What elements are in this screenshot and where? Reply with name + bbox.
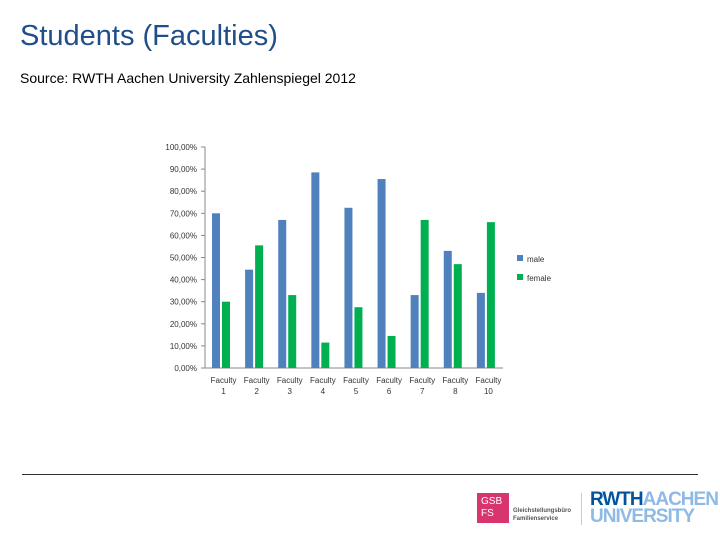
x-tick-label: Faculty 2 [244,376,270,396]
legend-label-male: male [527,255,545,264]
x-tick-label: Faculty 6 [376,376,402,396]
source-note: Source: RWTH Aachen University Zahlenspi… [20,70,356,86]
x-tick-label: Faculty 5 [343,376,369,396]
rwth-logo-word: AACHEN [642,489,719,510]
bar-male [443,250,452,368]
bar-male [377,179,386,368]
x-tick-label: Faculty 4 [310,376,336,396]
x-tick-label: Faculty 3 [277,376,303,396]
rwth-logo-word: UNIVERSITY [590,506,695,527]
bar-female [321,342,330,368]
gsb-logo-line: Gleichstellungsbüro [513,508,572,514]
x-tick-label: Faculty 7 [409,376,435,396]
bar-male [311,172,320,368]
bar-female [354,307,363,368]
y-tick-label: 20,00% [170,320,197,329]
footer-divider [22,474,698,475]
bar-male [245,269,254,368]
gsb-logo: GSB FS [477,493,509,523]
slide-title: Students (Faculties) [20,20,278,52]
rwth-logo: RWTHAACHEN UNIVERSITY [590,489,719,527]
x-tick-label: Faculty 10 [476,376,502,396]
rwth-logo-word: RWTH [590,489,644,510]
y-tick-label: 70,00% [170,209,197,218]
y-tick-label: 30,00% [170,298,197,307]
bar-male [278,219,287,368]
y-tick-label: 80,00% [170,187,197,196]
y-tick-label: 40,00% [170,276,197,285]
bar-female [420,219,429,368]
logo-separator [581,493,582,525]
bar-male [344,207,353,368]
y-tick-label: 50,00% [170,254,197,263]
y-tick-label: 100,00% [165,143,197,152]
y-tick-label: 0,00% [174,364,197,373]
gsb-logo-text: Gleichstellungsbüro Familienservice [513,507,571,523]
bar-female [486,222,495,368]
bar-male [410,295,419,368]
x-tick-label: Faculty 1 [211,376,237,396]
y-tick-label: 90,00% [170,165,197,174]
y-tick-label: 10,00% [170,342,197,351]
y-tick-label: 60,00% [170,231,197,240]
bar-female [387,335,396,368]
bar-male [476,292,485,368]
x-tick-label: Faculty 8 [442,376,468,396]
gsb-logo-line: Familienservice [513,516,559,522]
legend-label-female: female [527,274,552,283]
bar-female [453,264,462,368]
bar-female [288,295,297,368]
bar-chart: 0,00% 10,00% 20,00% 30,00% 40,00% 50,00% 60,00… [165,143,552,396]
bar-female [222,301,230,368]
bar-male [212,213,220,368]
legend-swatch-male [517,255,523,261]
legend-swatch-female [517,274,523,280]
bar-female [255,245,264,368]
